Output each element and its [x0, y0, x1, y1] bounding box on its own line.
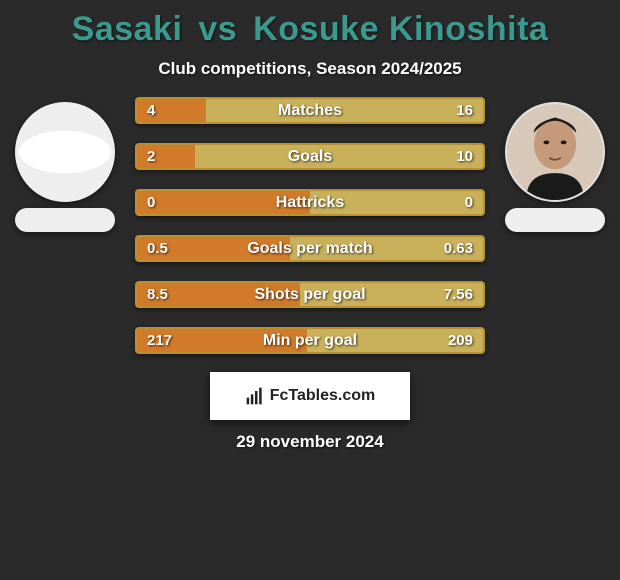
- player1-avatar: [15, 102, 115, 202]
- player2-avatar: [505, 102, 605, 202]
- brand-box: FcTables.com: [210, 372, 410, 420]
- stat-bar-row: 0.5Goals per match0.63: [135, 235, 485, 262]
- stat-label: Goals per match: [137, 237, 483, 260]
- stat-right-value: 209: [448, 329, 473, 352]
- player1-name: Sasaki: [72, 10, 183, 48]
- page-title: Sasaki vs Kosuke Kinoshita: [0, 10, 620, 49]
- avatar-photo-icon: [507, 104, 603, 200]
- player1-team-badge: [15, 208, 115, 232]
- stat-right-value: 7.56: [444, 283, 473, 306]
- stat-bar-row: 8.5Shots per goal7.56: [135, 281, 485, 308]
- stat-bar-row: 217Min per goal209: [135, 327, 485, 354]
- stat-right-value: 16: [456, 99, 473, 122]
- stat-right-value: 0.63: [444, 237, 473, 260]
- stat-label: Matches: [137, 99, 483, 122]
- brand-text: FcTables.com: [270, 387, 376, 405]
- stat-label: Shots per goal: [137, 283, 483, 306]
- right-player-column: [495, 97, 615, 232]
- stat-right-value: 0: [465, 191, 473, 214]
- stat-label: Min per goal: [137, 329, 483, 352]
- stat-label: Goals: [137, 145, 483, 168]
- player2-name: Kosuke Kinoshita: [253, 10, 548, 48]
- stat-bar-row: 2Goals10: [135, 143, 485, 170]
- brand-logo-icon: [245, 386, 265, 406]
- date-label: 29 november 2024: [0, 432, 620, 452]
- subtitle: Club competitions, Season 2024/2025: [0, 59, 620, 79]
- content-row: 4Matches16 2Goals10 0Hattricks0 0.5Goals pe…: [0, 97, 620, 354]
- stat-bar-row: 4Matches16: [135, 97, 485, 124]
- avatar-placeholder-icon: [17, 104, 113, 200]
- stat-right-value: 10: [456, 145, 473, 168]
- left-player-column: [5, 97, 125, 232]
- player2-team-badge: [505, 208, 605, 232]
- stat-bar-row: 0Hattricks0: [135, 189, 485, 216]
- stats-bars-column: 4Matches16 2Goals10 0Hattricks0 0.5Goals pe…: [135, 97, 485, 354]
- stat-label: Hattricks: [137, 191, 483, 214]
- comparison-infographic: Sasaki vs Kosuke Kinoshita Club competit…: [0, 0, 620, 580]
- vs-label: vs: [192, 10, 243, 48]
